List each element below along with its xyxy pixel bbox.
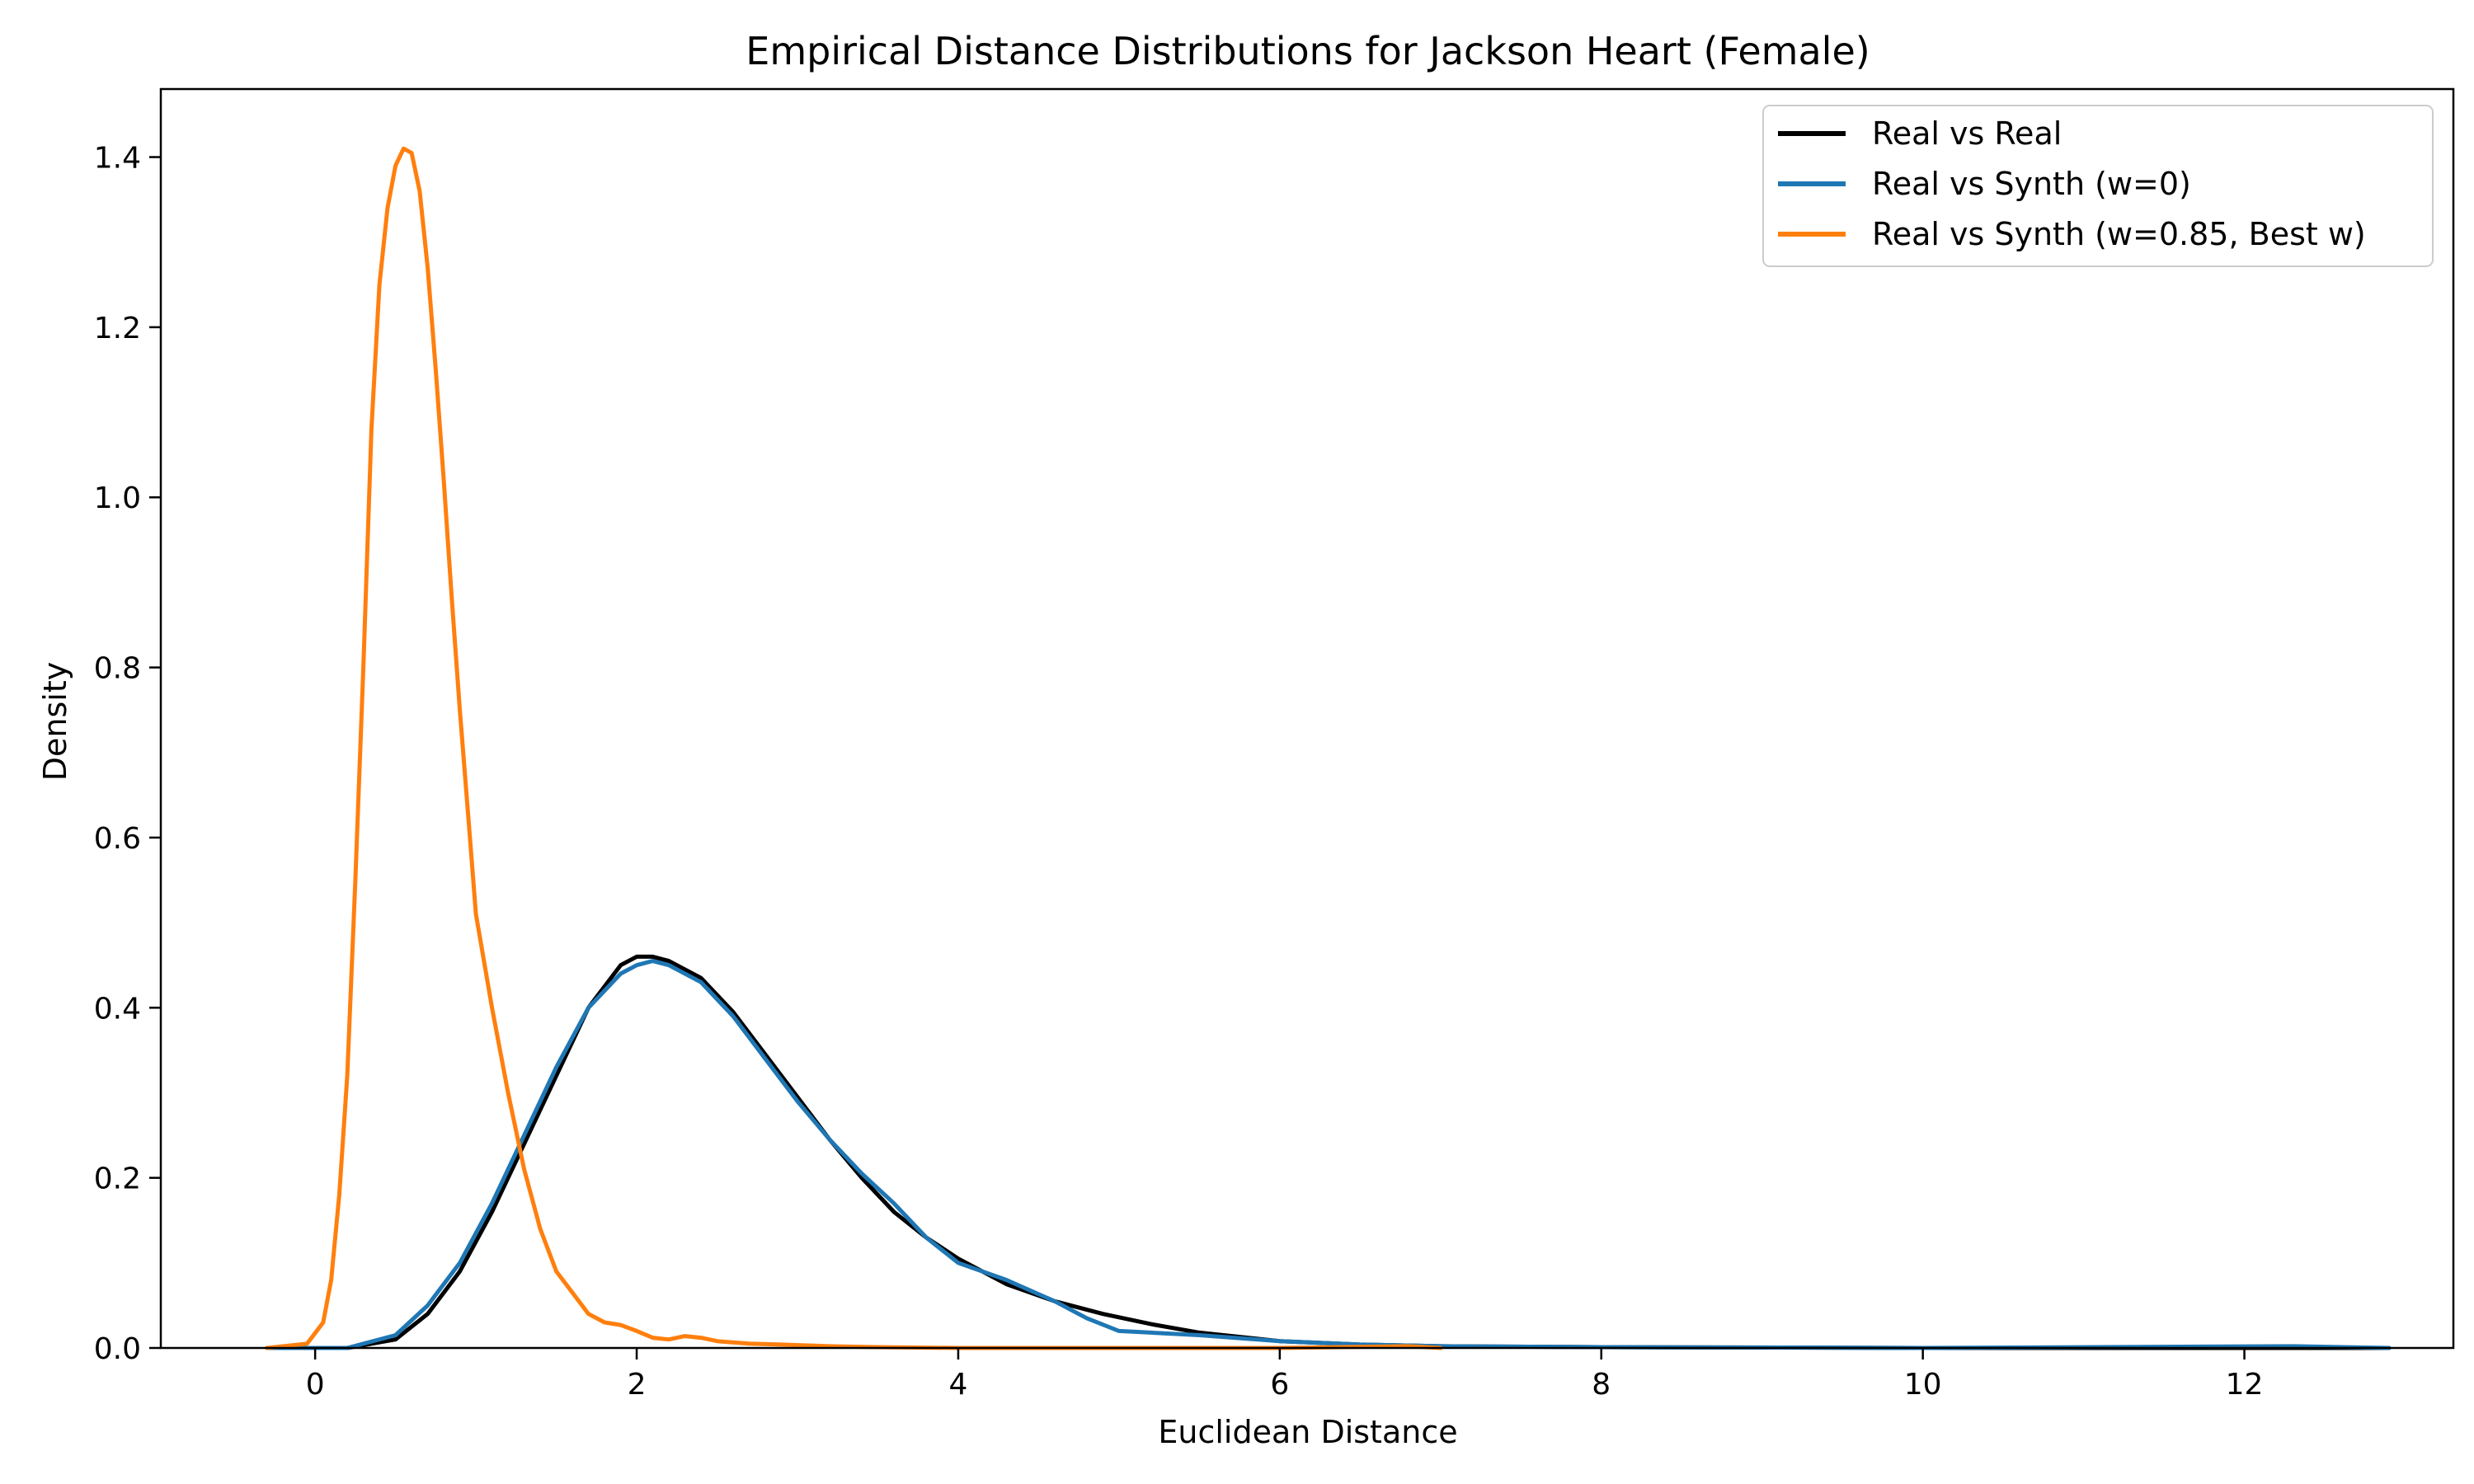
y-tick-label: 1.2 [94,312,141,345]
y-tick-label: 0.8 [94,652,141,686]
y-tick-label: 0.4 [94,992,141,1026]
x-axis: 0 2 4 6 8 10 12 [306,1348,2264,1402]
chart-title: Empirical Distance Distributions for Jac… [745,29,1870,73]
plot-area [159,87,2455,1350]
y-axis-title: Density [37,662,73,781]
legend: Real vs Real Real vs Synth (w=0) Real vs S… [1762,105,2434,267]
legend-label-0: Real vs Real [1872,115,2062,152]
y-tick-label: 0.2 [94,1162,141,1196]
x-tick-label: 4 [949,1368,968,1402]
y-tick-label: 0.0 [94,1332,141,1366]
y-tick-label: 1.0 [94,481,141,515]
legend-box [1762,105,2434,267]
x-tick-label: 6 [1270,1368,1289,1402]
x-tick-label: 8 [1592,1368,1611,1402]
x-tick-label: 10 [1904,1368,1942,1402]
y-tick-label: 1.4 [94,142,141,176]
x-tick-label: 2 [628,1368,647,1402]
y-tick-label: 0.6 [94,822,141,856]
y-axis: 0.0 0.2 0.4 0.6 0.8 1.0 1.2 1.4 [94,142,161,1366]
x-tick-label: 12 [2226,1368,2264,1402]
series-line-2 [265,146,1443,1350]
series-line-1 [265,959,2392,1350]
x-tick-label: 0 [306,1368,325,1402]
legend-label-2: Real vs Synth (w=0.85, Best w) [1872,216,2366,252]
legend-label-1: Real vs Synth (w=0) [1872,166,2191,202]
plot-frame [159,87,2455,1350]
x-axis-title: Euclidean Distance [1158,1414,1457,1450]
